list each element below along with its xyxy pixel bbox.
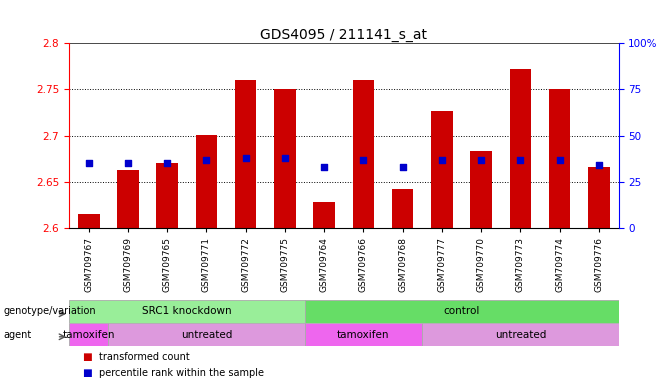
Point <box>515 156 526 162</box>
Text: agent: agent <box>3 329 32 339</box>
Text: tamoxifen: tamoxifen <box>63 329 115 339</box>
Point <box>162 160 172 166</box>
Text: untreated: untreated <box>181 329 232 339</box>
Bar <box>78 214 99 228</box>
Point <box>122 160 133 166</box>
Bar <box>69 323 109 346</box>
Point <box>280 155 290 161</box>
Text: transformed count: transformed count <box>99 352 190 362</box>
Bar <box>235 80 257 228</box>
Bar <box>549 89 570 228</box>
Title: GDS4095 / 211141_s_at: GDS4095 / 211141_s_at <box>261 28 427 42</box>
Text: percentile rank within the sample: percentile rank within the sample <box>99 368 264 378</box>
Point <box>201 156 212 162</box>
Bar <box>305 323 422 346</box>
Point <box>397 164 408 170</box>
Bar <box>422 323 619 346</box>
Text: ■: ■ <box>82 352 92 362</box>
Text: ■: ■ <box>82 368 92 378</box>
Bar <box>588 167 610 228</box>
Point <box>476 156 486 162</box>
Text: control: control <box>443 306 480 316</box>
Bar <box>353 80 374 228</box>
Bar <box>470 151 492 228</box>
Point <box>84 160 94 166</box>
Point <box>594 162 604 168</box>
Text: SRC1 knockdown: SRC1 knockdown <box>142 306 232 316</box>
Point <box>240 155 251 161</box>
Text: genotype/variation: genotype/variation <box>3 306 96 316</box>
Bar <box>109 323 305 346</box>
Bar <box>305 300 619 323</box>
Bar <box>392 189 413 228</box>
Point <box>319 164 330 170</box>
Bar <box>117 170 139 228</box>
Bar <box>195 136 217 228</box>
Bar <box>313 202 335 228</box>
Point <box>555 156 565 162</box>
Text: untreated: untreated <box>495 329 546 339</box>
Bar <box>157 163 178 228</box>
Point <box>437 156 447 162</box>
Bar <box>274 89 295 228</box>
Bar <box>509 69 531 228</box>
Bar <box>431 111 453 228</box>
Text: tamoxifen: tamoxifen <box>337 329 390 339</box>
Point <box>358 156 368 162</box>
Bar <box>69 300 305 323</box>
